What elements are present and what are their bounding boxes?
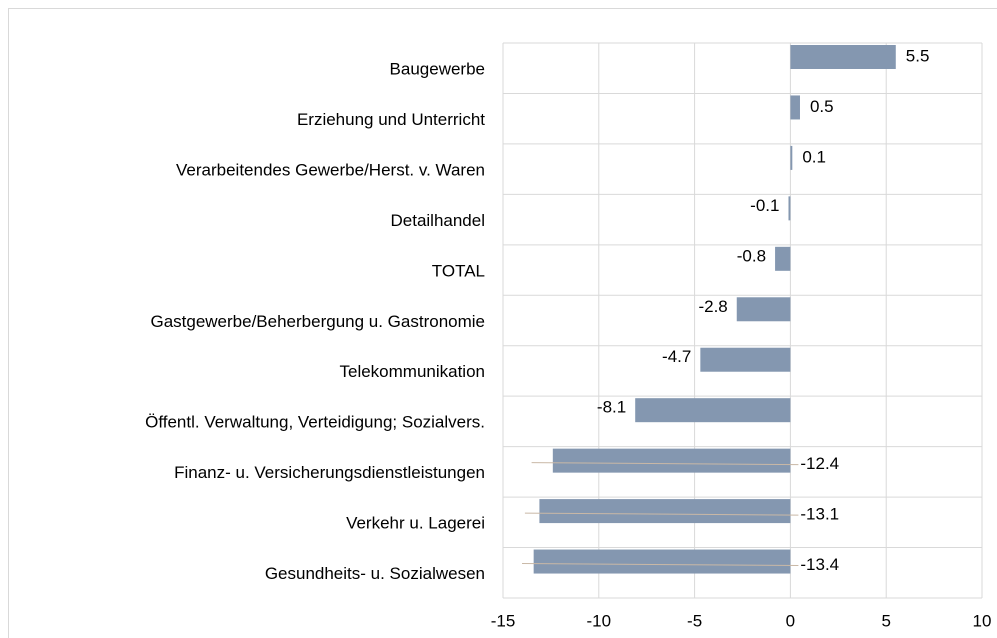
bar: [788, 196, 791, 221]
y-tick-label: TOTAL: [432, 261, 485, 280]
bar: [700, 347, 791, 372]
value-label: 5.5: [906, 46, 930, 65]
y-tick-label: Verkehr u. Lagerei: [346, 514, 485, 533]
x-tick-label: 5: [881, 611, 890, 630]
value-label: -13.4: [800, 555, 839, 574]
x-tick-label: -5: [687, 611, 702, 630]
bar: [635, 398, 791, 423]
value-label: 0.5: [810, 97, 834, 116]
value-label: -13.1: [800, 505, 839, 524]
value-label: -0.8: [737, 246, 766, 265]
value-label: -12.4: [800, 454, 839, 473]
chart-frame: [8, 8, 997, 638]
y-tick-label: Gastgewerbe/Beherbergung u. Gastronomie: [150, 312, 485, 331]
leader-line: [531, 462, 799, 466]
value-label: -2.8: [698, 297, 727, 316]
bar: [790, 145, 793, 170]
x-tick-label: 10: [973, 611, 992, 630]
y-tick-label: Telekommunikation: [339, 362, 485, 381]
bar: [790, 45, 896, 69]
value-label: -8.1: [597, 398, 626, 417]
bar: [775, 246, 791, 271]
x-tick-label: -15: [491, 611, 516, 630]
x-tick-label: -10: [587, 611, 612, 630]
y-tick-label: Finanz- u. Versicherungsdienstleistungen: [174, 463, 485, 482]
value-label: -4.7: [662, 347, 691, 366]
bar: [790, 95, 800, 120]
bar: [539, 499, 791, 524]
y-tick-label: Öffentl. Verwaltung, Verteidigung; Sozia…: [145, 413, 485, 432]
bar: [552, 448, 791, 473]
leader-line: [522, 563, 799, 567]
y-tick-label: Erziehung und Unterricht: [297, 110, 485, 129]
bar: [533, 549, 791, 574]
y-tick-label: Detailhandel: [390, 211, 485, 230]
leader-line: [524, 512, 799, 516]
y-tick-label: Verarbeitendes Gewerbe/Herst. v. Waren: [176, 160, 485, 179]
x-tick-label: 0: [786, 611, 795, 630]
bar: [736, 297, 791, 322]
value-label: -0.1: [750, 196, 779, 215]
y-tick-label: Baugewerbe: [390, 59, 485, 78]
y-tick-label: Gesundheits- u. Sozialwesen: [265, 564, 485, 583]
value-label: 0.1: [802, 147, 826, 166]
